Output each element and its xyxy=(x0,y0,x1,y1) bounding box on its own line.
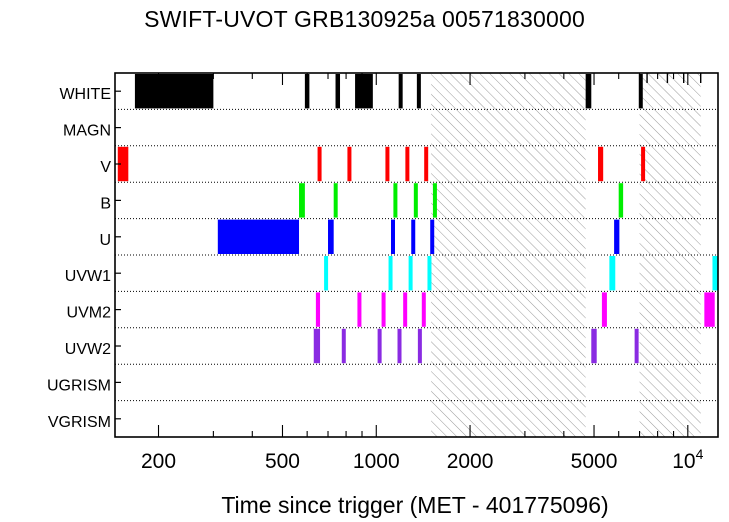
exposure-bar-u xyxy=(430,219,435,254)
row-label: MAGN xyxy=(63,123,111,140)
exposure-bar-white xyxy=(304,74,310,109)
exposure-bar-u xyxy=(411,219,416,254)
x-tick-label: 2000 xyxy=(447,450,494,473)
exposure-bar-u xyxy=(390,219,395,254)
exposure-bar-v xyxy=(598,146,604,182)
exposure-bar-v xyxy=(347,146,352,182)
exposure-bar-uvw2 xyxy=(377,328,382,364)
exposure-bar-v xyxy=(317,146,322,182)
exposure-bar-v xyxy=(385,146,390,182)
row-label: UVM2 xyxy=(67,305,112,322)
x-tick-label: 200 xyxy=(141,450,176,473)
exposure-bar-b xyxy=(333,183,338,218)
exposure-bar-b xyxy=(413,183,418,218)
exposure-bar-white xyxy=(398,74,403,109)
exposure-bar-uvm2 xyxy=(704,292,715,327)
exposure-bar-uvw1 xyxy=(324,256,329,291)
exposure-bar-u xyxy=(217,219,300,254)
chart-title: SWIFT-UVOT GRB130925a 00571830000 xyxy=(144,6,585,32)
exposure-bar-uvw1 xyxy=(388,256,393,291)
exposure-bar-uvm2 xyxy=(403,292,408,327)
exposure-bar-uvm2 xyxy=(421,292,426,327)
row-label: WHITE xyxy=(59,86,111,103)
x-tick-exponent: 4 xyxy=(696,446,704,462)
x-tick-label: 1000 xyxy=(353,450,400,473)
exposure-bar-u xyxy=(614,219,620,254)
row-label: U xyxy=(99,232,111,249)
exposure-bar-v xyxy=(641,146,646,182)
exposure-bar-b xyxy=(299,183,305,218)
row-label: V xyxy=(100,159,111,176)
exposure-bar-white xyxy=(585,74,592,109)
exposure-bar-b xyxy=(393,183,398,218)
exposure-bar-white xyxy=(134,74,214,109)
x-axis-label: Time since trigger (MET - 401775096) xyxy=(221,492,609,518)
x-tick-label: 5000 xyxy=(571,450,618,473)
exposure-bar-white xyxy=(335,74,341,109)
exposure-bar-uvw1 xyxy=(427,256,432,291)
exposure-bar-uvw2 xyxy=(397,328,402,364)
exposure-bar-uvw2 xyxy=(341,328,346,364)
row-label: B xyxy=(100,195,111,212)
row-label: VGRISM xyxy=(48,414,111,431)
plot-frame xyxy=(114,72,719,438)
exposure-bar-uvw1 xyxy=(712,256,718,291)
exposure-bar-b xyxy=(432,183,437,218)
exposure-bar-u xyxy=(328,219,334,254)
exposure-bar-v xyxy=(117,146,129,182)
exposure-bar-b xyxy=(618,183,624,218)
exposure-bar-white xyxy=(355,74,373,109)
exposure-bar-uvw2 xyxy=(417,328,422,364)
exposure-bar-uvm2 xyxy=(601,292,607,327)
row-label: UVW2 xyxy=(65,341,111,358)
exposure-bar-white xyxy=(416,74,421,109)
exposure-bar-uvw1 xyxy=(609,256,616,291)
x-tick-label: 500 xyxy=(265,450,300,473)
exposure-bar-white xyxy=(638,74,643,109)
x-tick-label: 104 xyxy=(672,446,703,473)
exposure-bar-v xyxy=(405,146,410,182)
exposure-bar-uvm2 xyxy=(357,292,362,327)
exposure-bar-uvm2 xyxy=(315,292,321,327)
exposure-bar-uvw2 xyxy=(591,328,597,364)
row-label: UVW1 xyxy=(65,268,111,285)
exposure-bar-uvw1 xyxy=(408,256,413,291)
exposure-bar-uvw2 xyxy=(634,328,639,364)
row-label: UGRISM xyxy=(47,377,111,394)
exposure-bar-v xyxy=(424,146,429,182)
exposure-bar-uvm2 xyxy=(381,292,386,327)
exposure-bar-uvw2 xyxy=(313,328,321,364)
